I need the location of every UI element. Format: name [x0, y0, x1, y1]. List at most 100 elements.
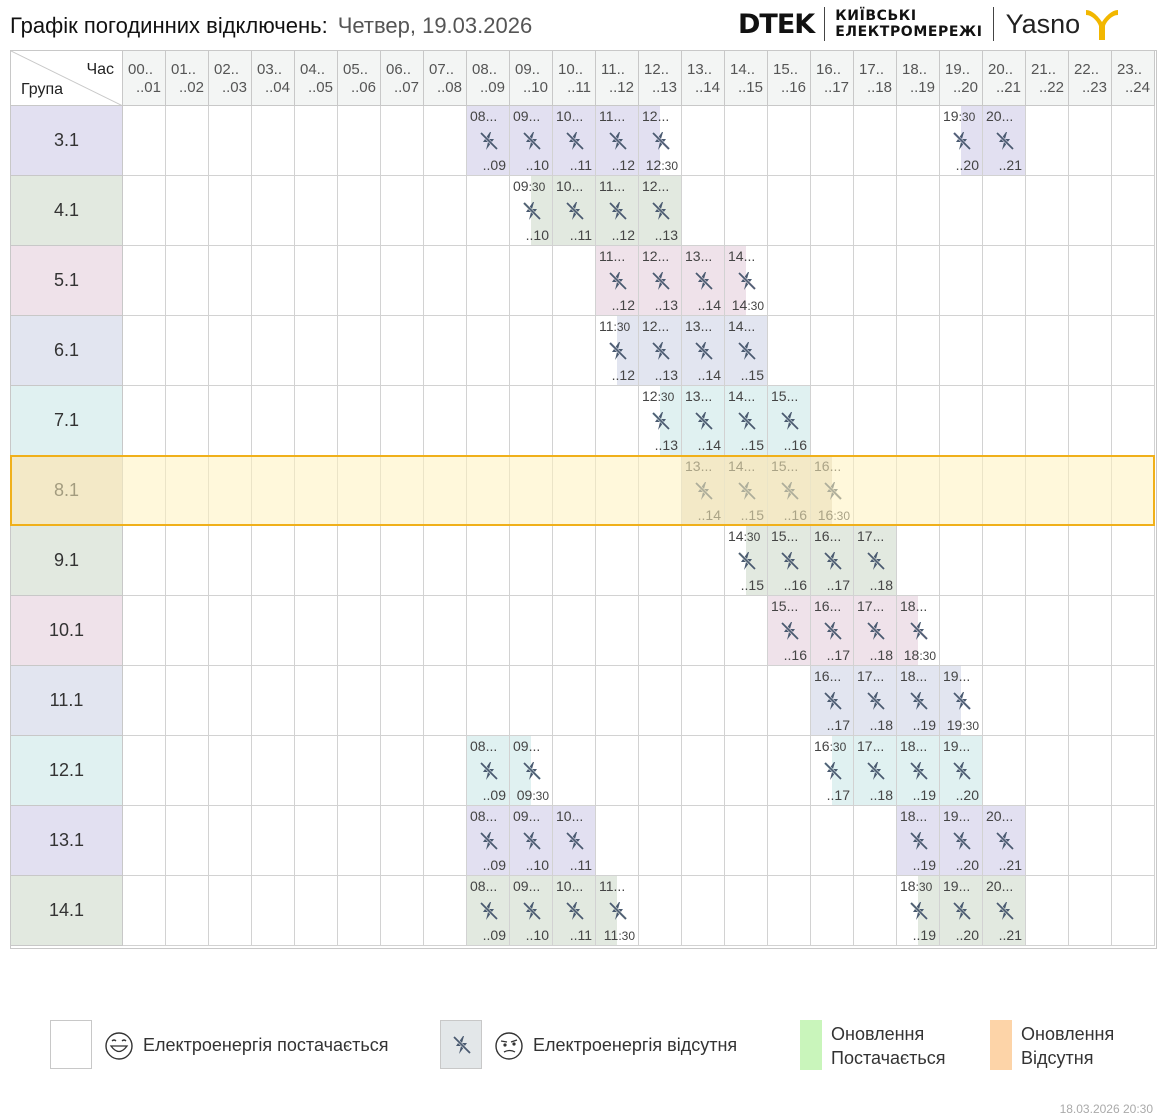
- hour-cell[interactable]: [381, 596, 424, 666]
- hour-cell[interactable]: [295, 736, 338, 806]
- hour-cell[interactable]: [295, 176, 338, 246]
- hour-cell[interactable]: [639, 666, 682, 736]
- hour-cell[interactable]: [1069, 246, 1112, 316]
- hour-cell[interactable]: [725, 666, 768, 736]
- outage-cell[interactable]: 16... ..17: [811, 526, 854, 596]
- hour-cell[interactable]: [252, 596, 295, 666]
- hour-cell[interactable]: [1069, 106, 1112, 176]
- hour-cell[interactable]: [252, 106, 295, 176]
- hour-cell[interactable]: [897, 456, 940, 526]
- hour-cell[interactable]: [639, 876, 682, 946]
- hour-cell[interactable]: [596, 386, 639, 456]
- hour-cell[interactable]: [940, 246, 983, 316]
- hour-cell[interactable]: [510, 456, 553, 526]
- hour-cell[interactable]: [1026, 526, 1069, 596]
- outage-cell[interactable]: 09... ..10: [510, 806, 553, 876]
- hour-cell[interactable]: [983, 176, 1026, 246]
- hour-cell[interactable]: [166, 176, 209, 246]
- hour-cell[interactable]: [811, 106, 854, 176]
- hour-cell[interactable]: [725, 106, 768, 176]
- outage-cell[interactable]: 12... 12:30: [639, 106, 682, 176]
- hour-cell[interactable]: [1112, 316, 1155, 386]
- hour-cell[interactable]: [381, 106, 424, 176]
- hour-cell[interactable]: [596, 526, 639, 596]
- outage-cell[interactable]: 08... ..09: [467, 106, 510, 176]
- hour-cell[interactable]: [424, 526, 467, 596]
- hour-cell[interactable]: [1069, 176, 1112, 246]
- hour-cell[interactable]: [338, 806, 381, 876]
- outage-cell[interactable]: 09... ..10: [510, 876, 553, 946]
- hour-cell[interactable]: [811, 386, 854, 456]
- hour-cell[interactable]: [897, 526, 940, 596]
- hour-cell[interactable]: [639, 456, 682, 526]
- hour-cell[interactable]: [1112, 176, 1155, 246]
- hour-cell[interactable]: [209, 246, 252, 316]
- outage-cell[interactable]: 11... ..12: [596, 246, 639, 316]
- outage-cell[interactable]: 14... ..15: [725, 316, 768, 386]
- hour-cell[interactable]: [553, 736, 596, 806]
- hour-cell[interactable]: [467, 316, 510, 386]
- hour-cell[interactable]: [166, 456, 209, 526]
- hour-cell[interactable]: [639, 526, 682, 596]
- hour-cell[interactable]: [983, 246, 1026, 316]
- hour-cell[interactable]: [854, 806, 897, 876]
- hour-cell[interactable]: [1026, 806, 1069, 876]
- outage-cell[interactable]: 08... ..09: [467, 736, 510, 806]
- hour-cell[interactable]: [639, 736, 682, 806]
- hour-cell[interactable]: [424, 876, 467, 946]
- outage-cell[interactable]: 14:30 ..15: [725, 526, 768, 596]
- hour-cell[interactable]: [381, 386, 424, 456]
- hour-cell[interactable]: [553, 526, 596, 596]
- hour-cell[interactable]: [295, 246, 338, 316]
- hour-cell[interactable]: [983, 526, 1026, 596]
- outage-cell[interactable]: 14... ..15: [725, 386, 768, 456]
- hour-cell[interactable]: [381, 666, 424, 736]
- hour-cell[interactable]: [725, 596, 768, 666]
- hour-cell[interactable]: [639, 596, 682, 666]
- hour-cell[interactable]: [381, 736, 424, 806]
- hour-cell[interactable]: [1069, 526, 1112, 596]
- outage-cell[interactable]: 09... ..10: [510, 106, 553, 176]
- hour-cell[interactable]: [209, 736, 252, 806]
- outage-cell[interactable]: 18... ..19: [897, 806, 940, 876]
- hour-cell[interactable]: [596, 806, 639, 876]
- hour-cell[interactable]: [123, 106, 166, 176]
- hour-cell[interactable]: [854, 246, 897, 316]
- hour-cell[interactable]: [381, 876, 424, 946]
- hour-cell[interactable]: [1026, 106, 1069, 176]
- hour-cell[interactable]: [295, 876, 338, 946]
- outage-cell[interactable]: 12:30 ..13: [639, 386, 682, 456]
- hour-cell[interactable]: [553, 666, 596, 736]
- hour-cell[interactable]: [424, 386, 467, 456]
- hour-cell[interactable]: [725, 806, 768, 876]
- hour-cell[interactable]: [252, 176, 295, 246]
- hour-cell[interactable]: [983, 736, 1026, 806]
- hour-cell[interactable]: [252, 666, 295, 736]
- hour-cell[interactable]: [252, 526, 295, 596]
- hour-cell[interactable]: [424, 316, 467, 386]
- hour-cell[interactable]: [166, 246, 209, 316]
- hour-cell[interactable]: [811, 176, 854, 246]
- hour-cell[interactable]: [553, 246, 596, 316]
- hour-cell[interactable]: [295, 456, 338, 526]
- hour-cell[interactable]: [209, 176, 252, 246]
- hour-cell[interactable]: [1026, 246, 1069, 316]
- hour-cell[interactable]: [338, 526, 381, 596]
- hour-cell[interactable]: [768, 316, 811, 386]
- hour-cell[interactable]: [424, 176, 467, 246]
- hour-cell[interactable]: [295, 806, 338, 876]
- hour-cell[interactable]: [166, 106, 209, 176]
- hour-cell[interactable]: [983, 316, 1026, 386]
- hour-cell[interactable]: [1112, 806, 1155, 876]
- hour-cell[interactable]: [295, 666, 338, 736]
- hour-cell[interactable]: [123, 316, 166, 386]
- outage-cell[interactable]: 18... ..19: [897, 736, 940, 806]
- outage-cell[interactable]: 09:30 ..10: [510, 176, 553, 246]
- hour-cell[interactable]: [1112, 876, 1155, 946]
- outage-cell[interactable]: 10... ..11: [553, 176, 596, 246]
- hour-cell[interactable]: [295, 386, 338, 456]
- hour-cell[interactable]: [123, 876, 166, 946]
- hour-cell[interactable]: [338, 386, 381, 456]
- hour-cell[interactable]: [123, 456, 166, 526]
- hour-cell[interactable]: [897, 176, 940, 246]
